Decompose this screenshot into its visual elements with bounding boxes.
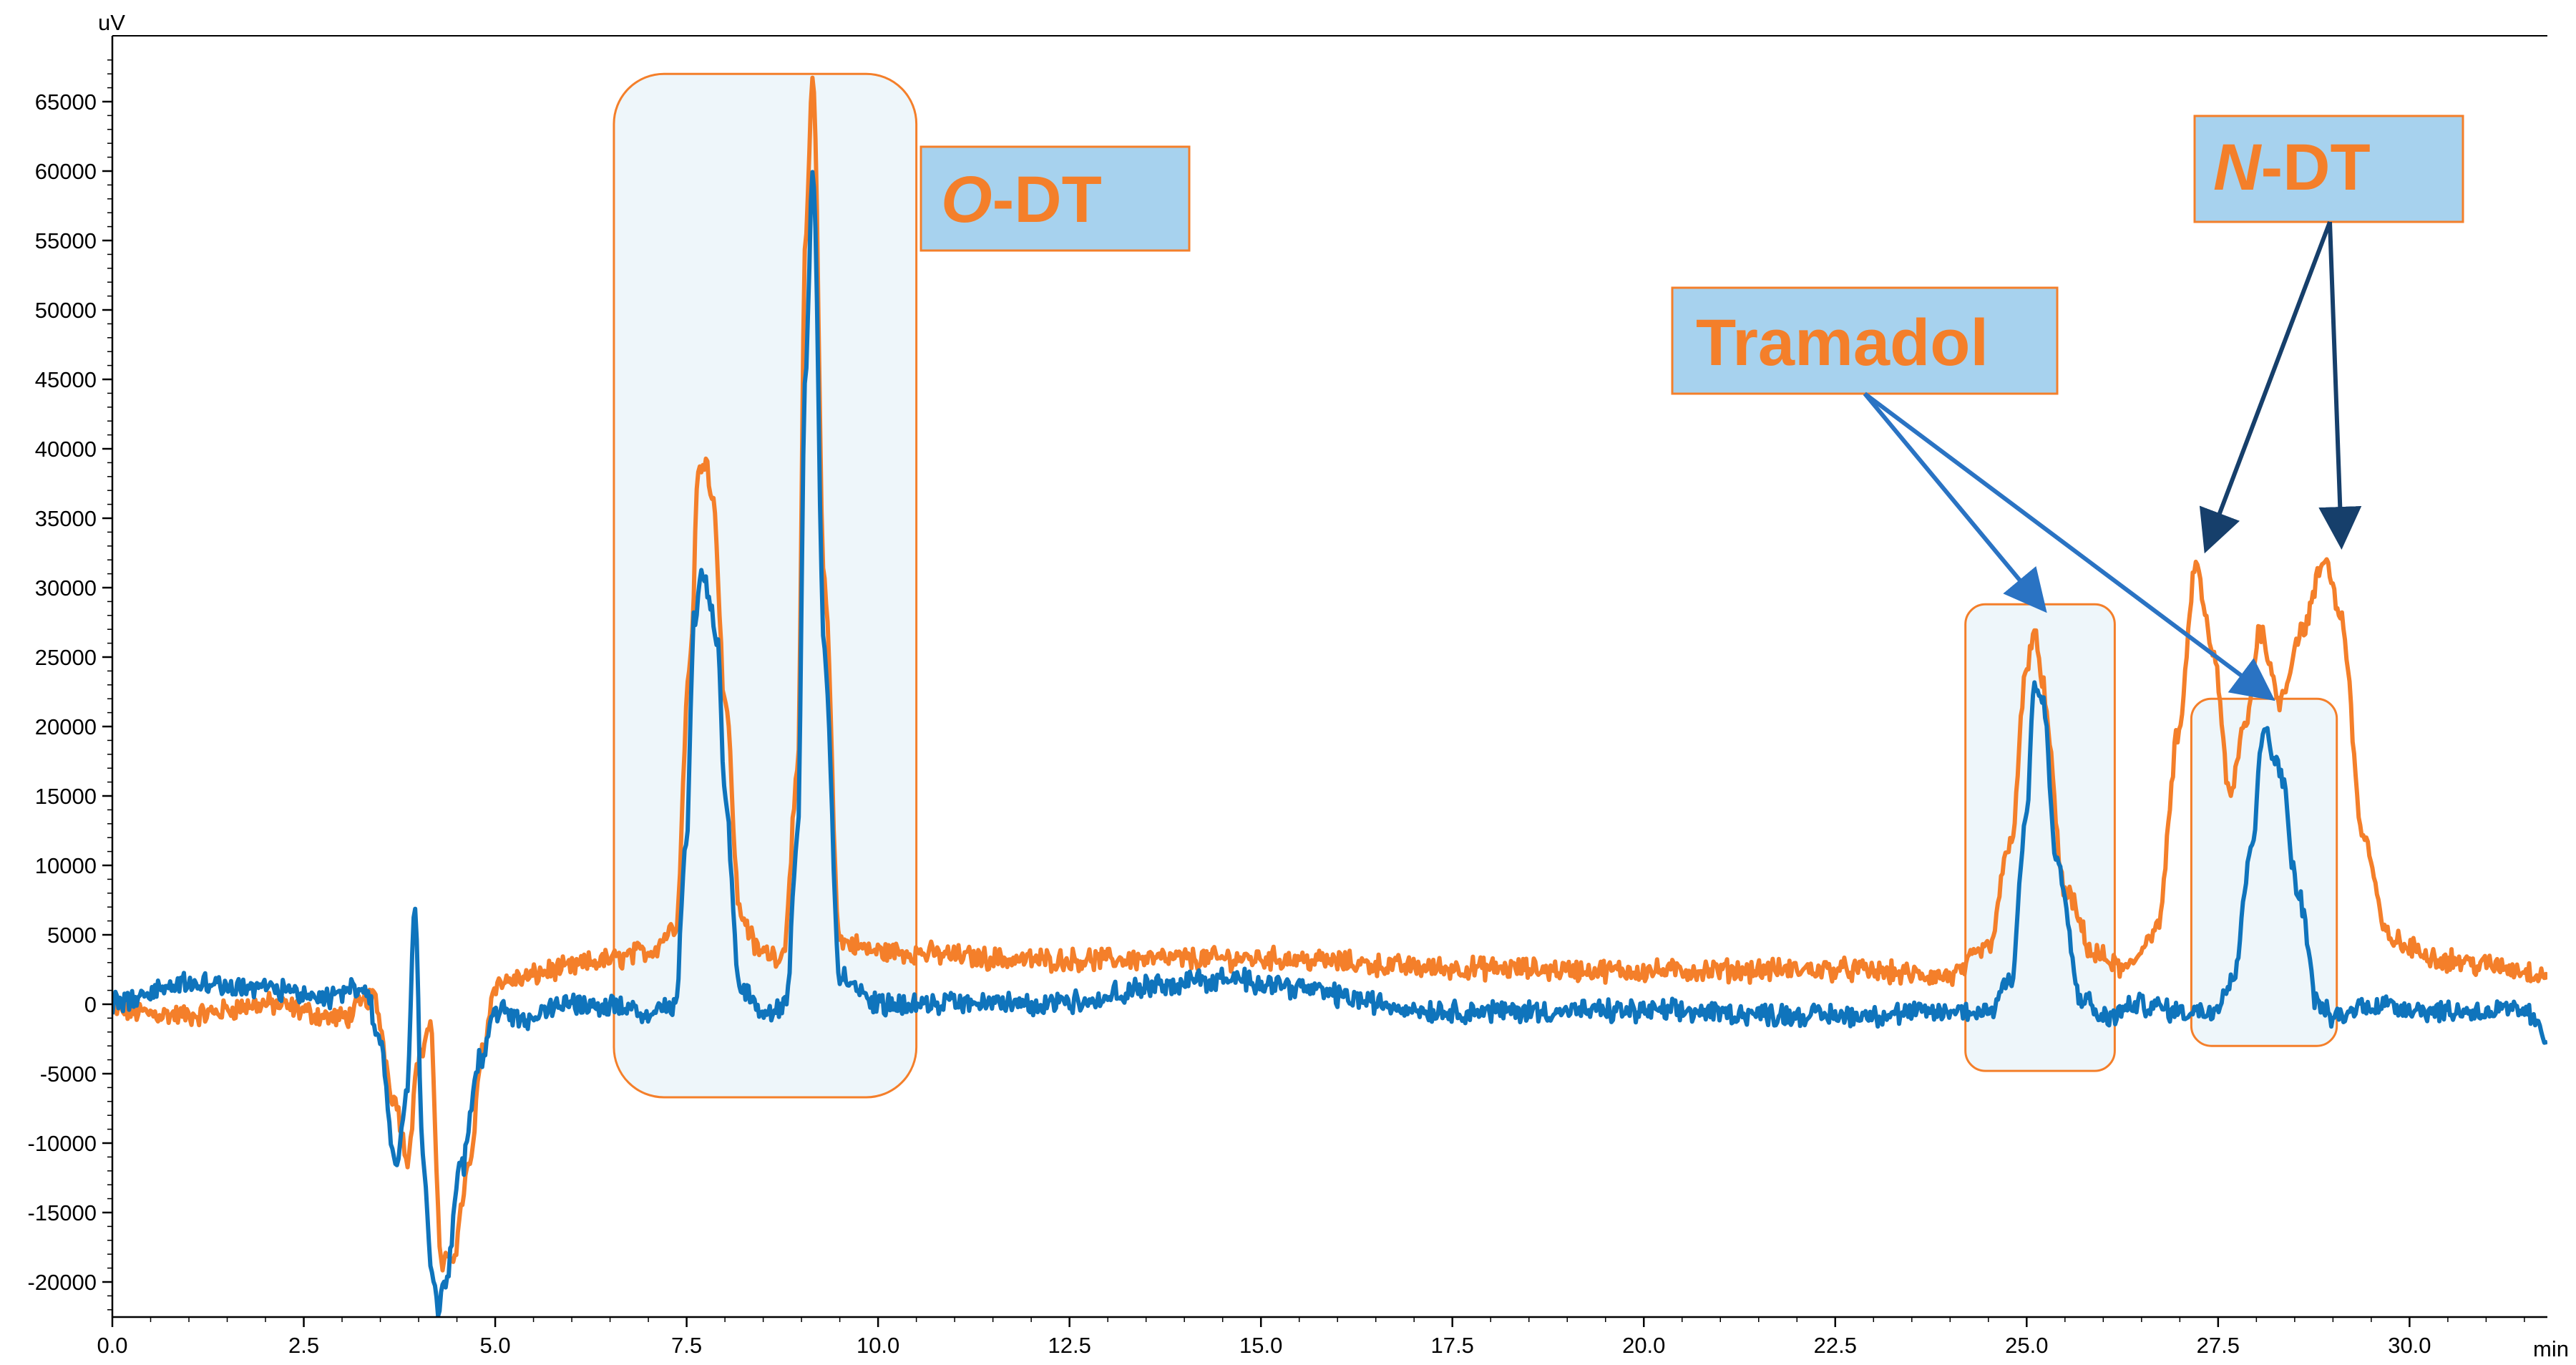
n-dt-label: N-DT [2213, 131, 2371, 204]
annotation-n-dt: N-DT [2193, 115, 2464, 223]
n-dt-arrow-2 [2318, 221, 2362, 550]
series-line-orange [112, 75, 2547, 1273]
y-tick-label: 10000 [35, 853, 97, 878]
axes [111, 35, 2547, 1318]
y-tick-label: 60000 [35, 159, 97, 184]
x-tick-label: 5.0 [480, 1333, 511, 1358]
annotation-tramadol: Tramadol [1671, 286, 2059, 395]
y-tick-label: 25000 [35, 645, 97, 670]
y-tick-label: 20000 [35, 714, 97, 739]
y-tick-label: 50000 [35, 298, 97, 323]
tramadol-label: Tramadol [1696, 306, 1989, 379]
y-tick-label: 0 [84, 992, 97, 1017]
arrows [1863, 220, 2362, 701]
x-tick-label: 17.5 [1431, 1333, 1474, 1358]
y-ticks: 6500060000550005000045000400003500030000… [27, 59, 112, 1311]
o-dt-label-italic: O [941, 163, 992, 236]
o-dt-label: O-DT [941, 163, 1102, 236]
o-dt-label-rest: -DT [992, 163, 1102, 236]
x-tick-label: 2.5 [288, 1333, 319, 1358]
series-layer [112, 75, 2547, 1317]
tramadol-arrow-2 [1863, 392, 2275, 701]
x-tick-label: 7.5 [671, 1333, 702, 1358]
n-dt-label-box [2193, 115, 2464, 223]
annotation-o-dt: O-DT [919, 145, 1191, 252]
n-dt-label-rest: -DT [2260, 131, 2370, 204]
x-tick-label: 10.0 [857, 1333, 899, 1358]
y-tick-label: 15000 [35, 784, 97, 809]
x-tick-label: 12.5 [1048, 1333, 1091, 1358]
y-tick-label: -20000 [27, 1270, 97, 1295]
n-dt-arrow-1 [2199, 220, 2332, 554]
highlight-region-1 [613, 72, 918, 1099]
y-tick-label: 30000 [35, 575, 97, 601]
x-tick-label: 0.0 [97, 1333, 127, 1358]
x-ticks: 0.0 2.5 5.0 7.5 10.0 12.5 15.0 17.5 20.0 22.5 25.0… [97, 1317, 2525, 1358]
y-tick-label: 45000 [35, 367, 97, 392]
n-dt-label-italic: N [2213, 131, 2263, 204]
o-dt-label-box [919, 145, 1191, 252]
x-unit-label: min [2533, 1336, 2569, 1361]
x-tick-label: 20.0 [1622, 1333, 1665, 1358]
x-tick-label: 25.0 [2005, 1333, 2048, 1358]
x-tick-label: 22.5 [1814, 1333, 1857, 1358]
y-tick-label: 40000 [35, 437, 97, 462]
y-tick-label: -15000 [27, 1200, 97, 1225]
x-tick-label: 30.0 [2388, 1333, 2431, 1358]
x-tick-label: 15.0 [1239, 1333, 1282, 1358]
y-tick-label: -5000 [40, 1062, 97, 1087]
x-tick-label: 27.5 [2197, 1333, 2240, 1358]
y-tick-label: 5000 [47, 923, 97, 948]
y-unit-label: uV [98, 10, 125, 35]
y-tick-label: -10000 [27, 1131, 97, 1156]
y-tick-label: 55000 [35, 228, 97, 253]
highlight-regions [613, 72, 2338, 1099]
y-tick-label: 65000 [35, 89, 97, 115]
series-line-blue [112, 170, 2547, 1317]
y-tick-label: 35000 [35, 506, 97, 531]
tramadol-arrow-1 [1863, 392, 2047, 613]
